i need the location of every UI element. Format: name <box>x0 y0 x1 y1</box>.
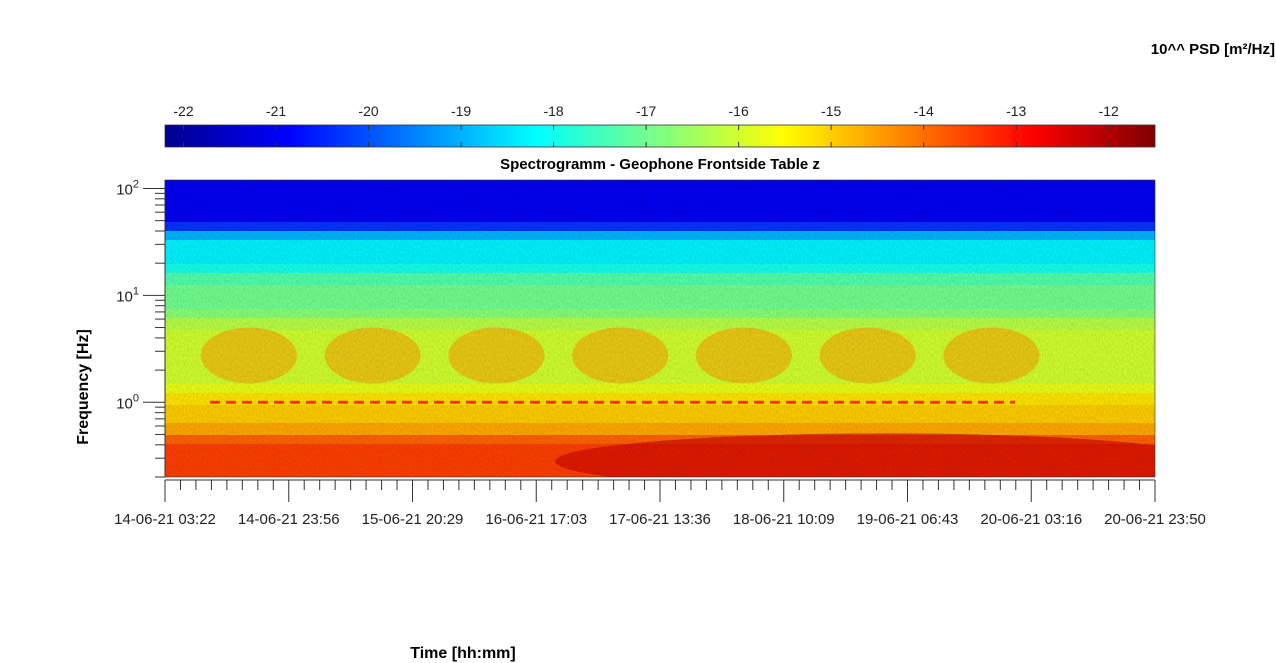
colorbar-tick-label: -14 <box>914 103 934 119</box>
plot-border <box>164 179 1156 478</box>
y-axis-label: Frequency [Hz] <box>75 329 92 445</box>
x-axis-label: Time [hh:mm] <box>410 645 515 662</box>
x-tick-label: 18-06-21 10:09 <box>733 511 835 528</box>
colorbar-tick-label: -17 <box>636 103 656 119</box>
colorbar-tick-label: -18 <box>543 103 563 119</box>
x-tick-label: 19-06-21 06:43 <box>857 511 959 528</box>
colorbar-tick-label: -19 <box>451 103 471 119</box>
x-tick-label: 14-06-21 03:22 <box>114 511 216 528</box>
chart-title: Spectrogramm - Geophone Frontside Table … <box>500 156 820 173</box>
spectrogram-plot <box>165 180 1155 477</box>
x-tick-label: 20-06-21 03:16 <box>980 511 1082 528</box>
x-tick-label: 16-06-21 17:03 <box>485 511 587 528</box>
colorbar <box>164 124 1156 148</box>
y-tick-label: 101 <box>116 285 139 305</box>
colorbar-tick-label: -15 <box>821 103 841 119</box>
colorbar-tick-label: -22 <box>173 103 193 119</box>
colorbar-label: 10^^ PSD [m²/Hz] <box>1151 41 1275 58</box>
x-tick-label: 15-06-21 20:29 <box>362 511 464 528</box>
colorbar-tick-label: -21 <box>266 103 286 119</box>
x-tick-label: 17-06-21 13:36 <box>609 511 711 528</box>
y-tick-label: 100 <box>116 392 139 412</box>
colorbar-tick-label: -12 <box>1099 103 1119 119</box>
x-tick-label: 14-06-21 23:56 <box>238 511 340 528</box>
x-axis: 14-06-21 03:22 14-06-21 23:56 15-06-21 20:… <box>114 479 1206 528</box>
colorbar-tick-label: -20 <box>358 103 378 119</box>
y-axis: 102 101 100 <box>116 178 166 478</box>
x-tick-label: 20-06-21 23:50 <box>1104 511 1206 528</box>
y-tick-label: 102 <box>116 178 139 198</box>
colorbar-tick-label: -16 <box>729 103 749 119</box>
colorbar-ticks: -22 -21 -20 -19 -18 -17 -16 -15 -14 -13 -12 <box>173 103 1119 147</box>
colorbar-tick-label: -13 <box>1006 103 1026 119</box>
